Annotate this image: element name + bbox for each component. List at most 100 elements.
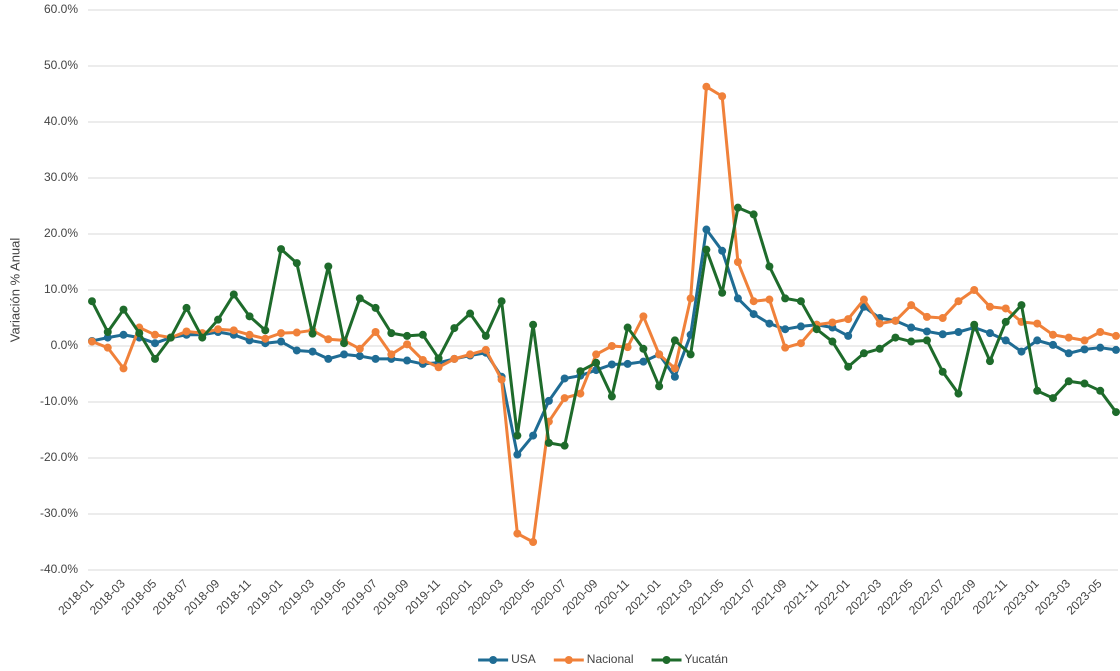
data-point bbox=[1048, 330, 1057, 339]
legend-label: Nacional bbox=[587, 652, 634, 666]
data-point bbox=[1048, 340, 1057, 349]
data-point bbox=[891, 333, 900, 342]
legend: USA Nacional Yucatán bbox=[478, 652, 728, 666]
data-point bbox=[938, 330, 947, 339]
data-point bbox=[308, 347, 317, 356]
data-point bbox=[403, 356, 412, 365]
data-point bbox=[859, 295, 868, 304]
data-point bbox=[481, 331, 490, 340]
data-point bbox=[702, 82, 711, 91]
data-point bbox=[844, 362, 853, 371]
data-point bbox=[560, 441, 569, 450]
data-point bbox=[607, 342, 616, 350]
y-tick-label: 10.0% bbox=[44, 282, 78, 296]
data-point bbox=[970, 286, 979, 294]
data-point bbox=[355, 344, 364, 353]
data-point bbox=[702, 245, 711, 254]
data-point bbox=[1080, 336, 1089, 345]
data-point bbox=[970, 320, 979, 329]
data-point bbox=[781, 343, 790, 352]
data-point bbox=[1064, 333, 1073, 342]
data-point bbox=[292, 346, 301, 355]
data-point bbox=[749, 310, 758, 319]
data-point bbox=[513, 529, 522, 538]
data-point bbox=[403, 331, 412, 340]
data-point bbox=[812, 325, 821, 334]
data-point bbox=[466, 309, 475, 318]
data-point bbox=[607, 360, 616, 369]
data-point bbox=[371, 303, 380, 312]
data-point bbox=[151, 354, 160, 363]
data-point bbox=[985, 329, 994, 338]
data-point bbox=[544, 438, 553, 447]
data-point bbox=[103, 333, 112, 342]
data-point bbox=[229, 326, 238, 335]
data-point bbox=[623, 359, 632, 368]
data-point bbox=[859, 349, 868, 358]
y-tick-label: 40.0% bbox=[44, 114, 78, 128]
data-point bbox=[718, 288, 727, 297]
data-point bbox=[103, 343, 112, 352]
y-tick-label: -40.0% bbox=[40, 562, 78, 576]
data-point bbox=[466, 350, 475, 359]
data-point bbox=[639, 344, 648, 353]
legend-marker bbox=[662, 656, 671, 664]
data-point bbox=[1001, 304, 1010, 313]
data-point bbox=[1001, 336, 1010, 345]
data-point bbox=[450, 354, 459, 363]
data-point bbox=[229, 290, 238, 299]
data-point bbox=[340, 339, 349, 348]
data-point bbox=[1096, 386, 1105, 395]
data-point bbox=[907, 301, 916, 310]
x-tick-label: 2023-05 bbox=[1064, 576, 1105, 617]
data-point bbox=[702, 225, 711, 234]
data-point bbox=[670, 336, 679, 345]
data-point bbox=[765, 262, 774, 271]
data-point bbox=[592, 350, 601, 359]
data-point bbox=[371, 328, 380, 336]
data-point bbox=[1048, 394, 1057, 403]
data-point bbox=[639, 357, 648, 366]
data-point bbox=[292, 259, 301, 268]
y-tick-label: 50.0% bbox=[44, 58, 78, 72]
data-point bbox=[938, 367, 947, 376]
data-point bbox=[1001, 317, 1010, 326]
data-point bbox=[655, 382, 664, 391]
legend-label: USA bbox=[511, 652, 536, 666]
data-point bbox=[418, 356, 427, 364]
data-point bbox=[733, 258, 742, 266]
data-point bbox=[1064, 349, 1073, 358]
data-point bbox=[686, 350, 695, 359]
data-point bbox=[718, 246, 727, 255]
data-point bbox=[387, 329, 396, 338]
data-point bbox=[765, 295, 774, 304]
data-point bbox=[434, 363, 443, 372]
data-point bbox=[907, 337, 916, 346]
y-tick-label: 20.0% bbox=[44, 226, 78, 240]
data-point bbox=[119, 330, 128, 339]
data-point bbox=[828, 318, 837, 327]
data-point bbox=[670, 372, 679, 381]
data-point bbox=[261, 326, 270, 335]
data-point bbox=[198, 333, 207, 342]
data-point bbox=[324, 262, 333, 271]
data-point bbox=[182, 303, 191, 312]
legend-label: Yucatán bbox=[685, 652, 728, 666]
data-point bbox=[922, 327, 931, 336]
data-point bbox=[151, 339, 160, 348]
data-point bbox=[450, 324, 459, 333]
data-point bbox=[828, 337, 837, 346]
data-point bbox=[576, 367, 585, 376]
y-tick-label: -20.0% bbox=[40, 450, 78, 464]
data-point bbox=[781, 294, 790, 303]
data-point bbox=[88, 337, 96, 346]
data-point bbox=[119, 364, 128, 373]
data-point bbox=[497, 297, 506, 306]
data-point bbox=[655, 350, 664, 359]
data-point bbox=[119, 305, 128, 314]
data-point bbox=[371, 354, 380, 363]
y-tick-label: -10.0% bbox=[40, 394, 78, 408]
data-point bbox=[103, 328, 112, 336]
data-point bbox=[245, 312, 254, 321]
